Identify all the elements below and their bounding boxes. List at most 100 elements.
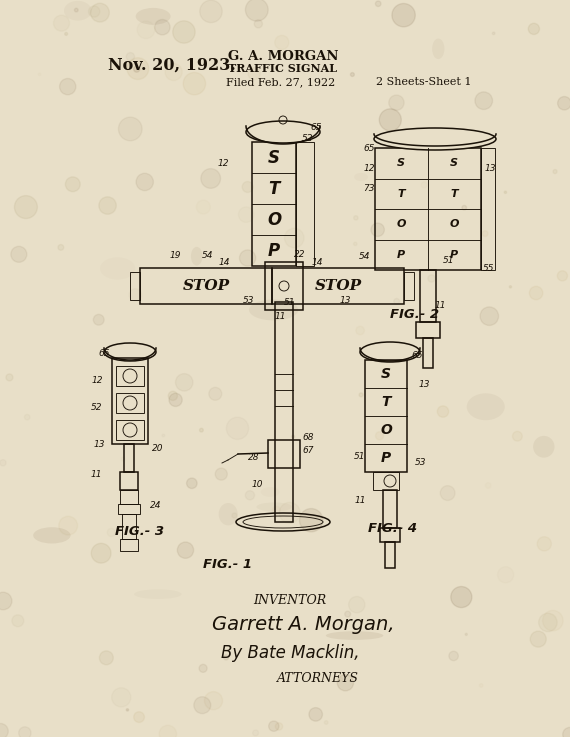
Text: By Bate Macklin,: By Bate Macklin,	[221, 644, 359, 662]
Bar	[116, 366, 144, 386]
Text: 14: 14	[311, 257, 323, 267]
Circle shape	[492, 32, 495, 35]
Circle shape	[379, 109, 401, 131]
Bar	[272, 268, 404, 304]
Ellipse shape	[191, 247, 202, 265]
Text: P: P	[381, 451, 391, 465]
Circle shape	[248, 68, 260, 80]
Bar	[375, 148, 481, 270]
Circle shape	[60, 78, 76, 95]
Circle shape	[563, 727, 570, 737]
Text: FIG.- 1: FIG.- 1	[203, 558, 253, 571]
Bar	[120, 490, 138, 504]
Circle shape	[553, 170, 557, 173]
Text: 53: 53	[243, 296, 255, 304]
Circle shape	[91, 3, 109, 22]
Bar	[383, 490, 397, 528]
Circle shape	[59, 517, 78, 535]
Circle shape	[512, 431, 522, 441]
Circle shape	[475, 92, 492, 110]
Circle shape	[437, 406, 449, 417]
Text: P: P	[450, 250, 458, 259]
Ellipse shape	[256, 503, 292, 511]
Bar	[124, 444, 134, 472]
Circle shape	[99, 197, 116, 214]
Circle shape	[543, 610, 563, 631]
Circle shape	[159, 725, 177, 737]
Circle shape	[136, 173, 153, 191]
Circle shape	[309, 708, 323, 721]
Circle shape	[356, 326, 364, 335]
Bar	[116, 420, 144, 440]
Bar	[130, 272, 140, 300]
Bar	[116, 393, 144, 413]
Text: 10: 10	[252, 480, 263, 489]
Circle shape	[389, 95, 404, 111]
Text: 52: 52	[91, 402, 103, 411]
Circle shape	[275, 35, 289, 49]
Circle shape	[177, 542, 194, 559]
Circle shape	[200, 0, 222, 23]
Text: ATTORNEYS: ATTORNEYS	[277, 672, 359, 685]
Bar	[120, 539, 138, 551]
Bar	[416, 322, 440, 338]
Text: 68: 68	[302, 433, 314, 442]
Text: 14: 14	[218, 257, 230, 267]
Text: S: S	[268, 148, 280, 167]
Text: 55: 55	[483, 264, 495, 273]
Bar	[122, 514, 136, 539]
Ellipse shape	[136, 8, 170, 25]
Text: O: O	[380, 423, 392, 437]
Circle shape	[134, 66, 140, 72]
Bar	[423, 338, 433, 368]
Text: S: S	[397, 158, 405, 168]
Circle shape	[353, 242, 357, 245]
Circle shape	[99, 651, 113, 665]
Circle shape	[75, 8, 78, 12]
Ellipse shape	[360, 342, 420, 362]
Text: 28: 28	[248, 453, 259, 462]
Circle shape	[215, 468, 227, 480]
Circle shape	[223, 654, 229, 660]
Circle shape	[91, 543, 111, 563]
Text: Garrett A. Morgan,: Garrett A. Morgan,	[211, 615, 394, 634]
Circle shape	[6, 374, 13, 381]
Bar	[373, 472, 399, 490]
Text: 51: 51	[354, 452, 366, 461]
Circle shape	[465, 633, 467, 635]
Circle shape	[376, 1, 381, 7]
Text: 2 Sheets-Sheet 1: 2 Sheets-Sheet 1	[376, 77, 471, 87]
Circle shape	[0, 593, 12, 609]
Text: 53: 53	[416, 458, 427, 467]
Circle shape	[119, 117, 142, 141]
Circle shape	[392, 4, 416, 27]
Circle shape	[242, 181, 253, 192]
Text: 20: 20	[152, 444, 164, 453]
Text: 12: 12	[363, 164, 374, 172]
Circle shape	[449, 652, 458, 660]
Circle shape	[537, 537, 551, 551]
Text: 65: 65	[98, 349, 110, 357]
Circle shape	[209, 388, 222, 400]
Bar	[404, 272, 414, 300]
Text: 12: 12	[217, 158, 229, 167]
Circle shape	[134, 712, 144, 722]
Bar	[420, 270, 436, 322]
Circle shape	[154, 19, 170, 35]
Ellipse shape	[219, 503, 238, 525]
Bar	[385, 542, 395, 568]
Text: O: O	[449, 219, 459, 229]
Bar	[112, 358, 148, 444]
Circle shape	[168, 391, 177, 400]
Circle shape	[359, 393, 363, 397]
Text: 19: 19	[169, 251, 181, 259]
Ellipse shape	[246, 121, 320, 143]
Circle shape	[127, 709, 129, 711]
Text: Filed Feb. 27, 1922: Filed Feb. 27, 1922	[226, 77, 335, 87]
Ellipse shape	[33, 527, 71, 543]
Circle shape	[246, 0, 268, 21]
Circle shape	[504, 191, 507, 193]
Circle shape	[462, 206, 467, 210]
Text: 12: 12	[91, 375, 103, 385]
Text: G. A. MORGAN: G. A. MORGAN	[228, 50, 338, 63]
